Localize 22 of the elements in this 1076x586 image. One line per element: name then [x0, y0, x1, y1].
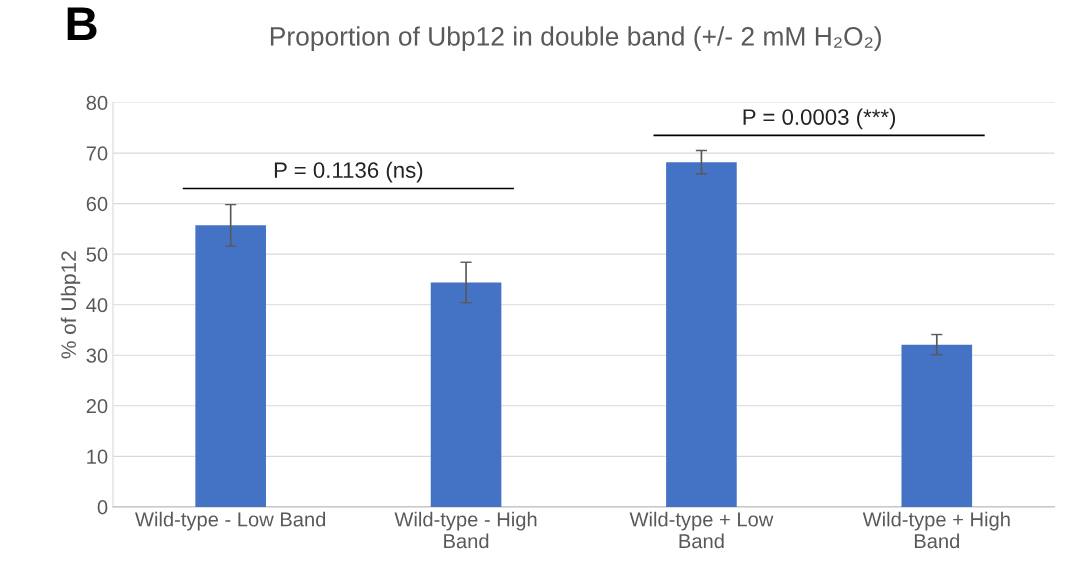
y-tick-label: 0 — [97, 500, 108, 515]
annotation: P = 0.1136 (ns) — [274, 161, 423, 183]
y-tick-label: 40 — [86, 297, 108, 313]
y-tick-label: 20 — [86, 399, 108, 414]
bar — [901, 344, 973, 507]
bar — [430, 282, 502, 507]
bar — [195, 225, 266, 507]
x-tick-label: Wild-type + Low Band — [629, 511, 774, 549]
bar — [666, 162, 737, 507]
x-tick-label: Wild-type - Low Band — [135, 511, 326, 531]
y-tick-label: 30 — [86, 348, 108, 363]
x-tick-label: Wild-type + High Band — [862, 511, 1010, 549]
x-tick-label: Wild-type - High Band — [394, 511, 537, 549]
annotation: P = 0.0003 (***) — [743, 108, 896, 130]
y-tick-label: 60 — [86, 196, 108, 212]
y-tick-label: 50 — [86, 247, 108, 262]
y-axis-title: % of Ubp12 — [60, 251, 81, 359]
y-tick-label: 10 — [87, 449, 108, 464]
text: B — [67, 7, 97, 41]
y-tick-label: 70 — [86, 146, 108, 161]
y-tick-label: 80 — [86, 95, 108, 111]
chart-title: Proportion of Ubp12 in double band (+/- 2 mM H₂O₂) — [270, 26, 881, 51]
